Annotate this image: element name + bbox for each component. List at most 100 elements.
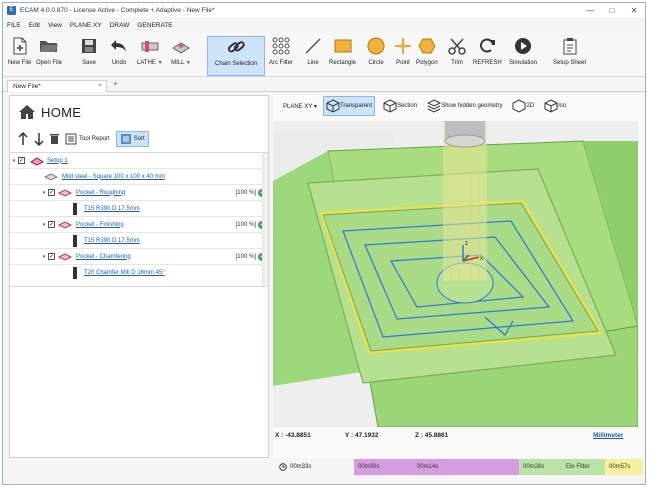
sort-button[interactable]: Sort <box>115 131 149 147</box>
coordinate-bar: X : -43.8851 Y : 47.1932 Z : 45.8861 Mil… <box>273 430 638 442</box>
tool-report-button[interactable]: Tool Report <box>65 133 110 145</box>
checkbox[interactable]: ✓ <box>48 221 55 228</box>
plane-selector[interactable]: PLANE XY ▾ <box>283 103 317 110</box>
rectangle-button[interactable]: Rectangle <box>329 36 356 76</box>
tree-row-tool[interactable]: T15 R390 D 17.5mm <box>10 201 268 217</box>
home-header[interactable]: HOME <box>18 104 81 120</box>
tree-row-pocket-roughing[interactable]: ▾ ✓ Pocket - Roughing [100 %] ✓ <box>10 185 268 201</box>
delete-button[interactable] <box>50 133 59 145</box>
tool-icon <box>73 234 77 247</box>
toolpath-link <box>484 316 514 336</box>
menu-plane[interactable]: PLANE XY <box>69 22 102 29</box>
operations-panel: HOME Tool Report Sort ▾ ✓ <box>9 95 269 458</box>
sort-icon <box>120 134 131 144</box>
tree-row-setup[interactable]: ▾ ✓ Setup 1 <box>10 153 268 169</box>
simulation-button[interactable]: Simulation <box>509 36 537 76</box>
x-axis <box>462 256 480 262</box>
timeline-segment-finishing[interactable]: 00m28s Ele Filter <box>519 459 605 475</box>
report-icon <box>65 133 77 145</box>
refresh-button[interactable]: REFRESH <box>473 36 502 76</box>
tool-icon <box>73 267 77 279</box>
tree-row-tool[interactable]: T20 Chamfer Mill D 16mm 45° <box>10 265 268 281</box>
new-file-icon <box>10 36 30 56</box>
view-2d-button[interactable]: 2D <box>510 97 536 115</box>
checkbox[interactable]: ✓ <box>48 189 55 196</box>
chain-selection-button[interactable]: Chain Selection <box>207 36 265 76</box>
arrow-up-icon <box>18 132 28 145</box>
section-button[interactable]: Section <box>381 97 419 115</box>
move-down-button[interactable] <box>34 132 44 146</box>
menu-view[interactable]: View <box>47 22 62 29</box>
stock-left-face <box>273 151 368 386</box>
expand-icon[interactable]: ▾ <box>42 221 46 228</box>
show-hidden-geometry-button[interactable]: Show hidden geometry <box>425 97 504 115</box>
pocket-icon <box>58 220 72 229</box>
tree-row-pocket-chamfering[interactable]: ▾ ✓ Pocket - Chamfering [100 %] ✓ <box>10 249 268 265</box>
tool-flutes <box>450 141 480 281</box>
menu-draw[interactable]: DRAW <box>109 22 130 29</box>
line-button[interactable]: Line <box>303 36 323 76</box>
checkbox[interactable]: ✓ <box>48 253 55 260</box>
arc-filter-button[interactable]: Arc Filter <box>269 36 293 76</box>
maximize-icon[interactable]: □ <box>609 5 615 15</box>
refresh-icon <box>477 36 497 56</box>
tree-row-stock[interactable]: Mild steel - Square 100 x 100 x 40 mm <box>10 169 268 185</box>
hexagon-icon <box>417 36 437 56</box>
menu-generate[interactable]: GENERATE <box>137 22 173 29</box>
timeline-segment-chamfering[interactable]: 00m57s <box>605 459 643 475</box>
tab-new-file[interactable]: New File* × <box>7 80 107 92</box>
add-tab-icon[interactable]: + <box>113 79 118 88</box>
close-icon[interactable]: ✕ <box>630 5 638 15</box>
cube-icon <box>326 99 340 113</box>
mill-icon <box>171 36 191 56</box>
transparent-button[interactable]: Transparent <box>322 96 376 116</box>
open-file-button[interactable]: Open File <box>36 36 62 76</box>
setup-sheet-button[interactable]: Setup Sheet <box>553 36 586 76</box>
menu-edit[interactable]: Edit <box>28 22 40 29</box>
undo-arrow-icon <box>109 36 129 56</box>
arrow-down-icon <box>34 133 44 146</box>
move-up-button[interactable] <box>18 132 28 146</box>
x-axis-label: x <box>480 256 483 262</box>
z-coordinate: Z : 45.8861 <box>415 432 449 439</box>
expand-icon[interactable]: ▾ <box>42 253 46 260</box>
point-button[interactable]: Point <box>393 36 413 76</box>
trim-button[interactable]: Trim <box>447 36 467 76</box>
polygon-button[interactable]: Polygon <box>416 36 438 76</box>
total-time: 00m33s <box>279 463 311 471</box>
checkbox[interactable]: ✓ <box>18 157 25 164</box>
3d-viewport[interactable]: z x <box>273 121 638 427</box>
arc-filter-icon <box>271 36 291 56</box>
tree-row-pocket-finishing[interactable]: ▾ ✓ Pocket - Finishing [100 %] ✓ <box>10 217 268 233</box>
trash-icon <box>50 134 59 144</box>
undo-button[interactable]: Undo <box>109 36 129 76</box>
cad-scene: z x <box>273 121 638 427</box>
mill-button[interactable]: MILL ▼ <box>171 36 191 76</box>
expand-icon[interactable]: ▾ <box>12 157 16 164</box>
view-iso-button[interactable]: Iso <box>542 97 568 115</box>
graphics-panel: PLANE XY ▾ Transparent Section Show hidd… <box>273 95 643 458</box>
new-file-button[interactable]: New File <box>8 36 31 76</box>
stock-label[interactable]: Mild steel - Square 100 x 100 x 40 mm <box>62 173 165 180</box>
tree-scrollbar[interactable] <box>262 153 268 286</box>
minimize-icon[interactable]: — <box>586 5 594 15</box>
save-button[interactable]: Save <box>79 36 99 76</box>
stock-icon <box>44 172 58 181</box>
timeline-segment-roughing[interactable]: 00m00s 00m14s <box>354 459 519 475</box>
setup-label[interactable]: Setup 1 <box>47 157 68 164</box>
menu-file[interactable]: FILE <box>7 22 21 29</box>
tree-row-tool[interactable]: T15 R390 D 17.5mm <box>10 233 268 249</box>
units-link[interactable]: Millimeter <box>593 432 624 439</box>
circle-button[interactable]: Circle <box>366 36 386 76</box>
close-tab-icon[interactable]: × <box>98 83 102 89</box>
expand-icon[interactable]: ▾ <box>42 189 46 196</box>
document-tab-strip: New File* × + <box>3 79 645 92</box>
ribbon-toolbar: New File Open File Save Undo LATHE ▼ <box>3 33 645 77</box>
rectangle-icon <box>333 36 353 56</box>
stock-right-face <box>583 141 638 326</box>
operations-toolbar: Tool Report Sort <box>18 130 155 148</box>
tool-icon <box>73 202 77 215</box>
lathe-button[interactable]: LATHE ▼ <box>137 36 163 76</box>
view-toolbar: PLANE XY ▾ Transparent Section Show hidd… <box>273 95 643 117</box>
tool-holder-bottom <box>444 134 486 148</box>
